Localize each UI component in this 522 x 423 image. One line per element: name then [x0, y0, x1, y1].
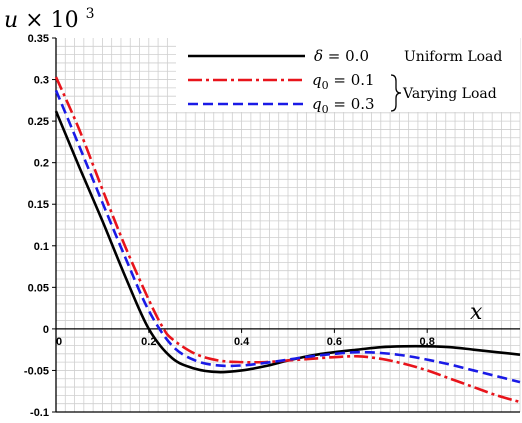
- legend-label-q01: q0 = 0.1: [312, 71, 375, 92]
- y-tick-label: -0.05: [24, 365, 49, 377]
- y-tick-label: 0.25: [28, 116, 49, 128]
- y-axis-label: u × 10 3: [4, 6, 95, 33]
- legend-background: [176, 38, 520, 112]
- legend-label-q03: q0 = 0.3: [312, 95, 375, 116]
- y-tick-label: 0.3: [34, 75, 49, 87]
- x-axis-label: x: [470, 300, 483, 325]
- y-axis-label-var: u: [4, 8, 18, 33]
- y-axis-label-exp: 3: [86, 6, 95, 22]
- legend-group-varying: Varying Load: [402, 86, 497, 102]
- y-tick-label: 0.35: [28, 33, 49, 45]
- x-tick-label: 0.4: [234, 336, 250, 348]
- y-tick-label: 0.05: [28, 282, 49, 294]
- y-tick-label: 0.2: [34, 158, 49, 170]
- legend-brace: [390, 74, 402, 112]
- x-tick-label: 0: [56, 336, 62, 348]
- legend-label-delta: δ = 0.0: [314, 47, 369, 65]
- y-tick-label: 0.1: [34, 241, 49, 253]
- axes: [55, 38, 520, 413]
- y-tick-label: 0.15: [28, 199, 49, 211]
- grid: [56, 38, 521, 412]
- x-tick-label: 0.2: [141, 336, 156, 348]
- series-line-2: [54, 76, 521, 404]
- y-tick-label: 0: [43, 324, 49, 336]
- x-tick-labels: 0 0.2 0.4 0.6 0.8: [55, 328, 435, 348]
- x-tick-label: 0.8: [420, 336, 435, 348]
- y-tick-labels: 0.35 0.3 0.25 0.2 0.15 0.1 0.05 0 -0.05 -0.1: [24, 33, 56, 419]
- series-lines: [54, 76, 521, 404]
- legend-group-uniform: Uniform Load: [404, 49, 502, 65]
- y-tick-label: -0.1: [30, 407, 49, 419]
- legend: δ = 0.0 q0 = 0.1 q0 = 0.3 Uniform Load V…: [176, 38, 520, 116]
- x-tick-label: 0.6: [327, 336, 342, 348]
- series-line-3: [54, 89, 521, 384]
- y-axis-label-scale: × 10: [25, 8, 78, 33]
